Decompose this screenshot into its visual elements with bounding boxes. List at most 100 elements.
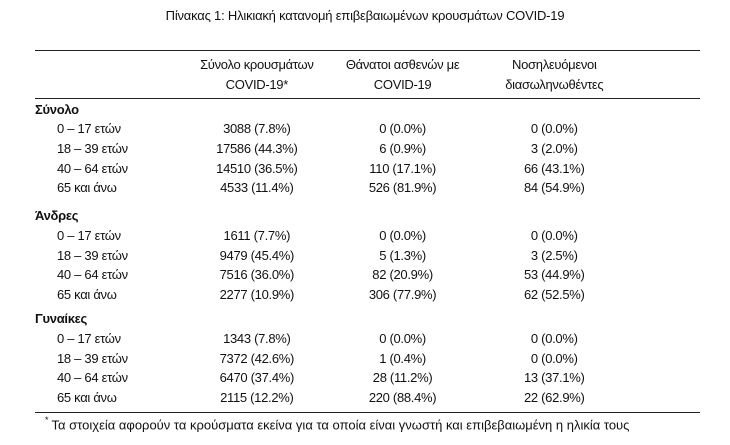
- header-total-cases: Σύνολο κρουσμάτων COVID-19*: [181, 50, 333, 99]
- table-row: 40 – 64 ετών 7516 (36.0%) 82 (20.9%) 53 (44…: [35, 265, 700, 285]
- age-label: 0 – 17 ετών: [57, 121, 121, 137]
- value-cell: 0 (0.0%): [530, 330, 578, 346]
- value-cell: 14510 (36.5%): [216, 160, 298, 176]
- age-label: 0 – 17 ετών: [57, 330, 121, 346]
- group-spacer: [35, 198, 700, 206]
- table-row: 40 – 64 ετών 6470 (37.4%) 28 (11.2%) 13 (37…: [35, 368, 700, 388]
- age-label: 18 – 39 ετών: [57, 350, 128, 366]
- value-cell: 3 (2.0%): [530, 141, 578, 157]
- header-line: Νοσηλευόμενοι: [512, 56, 597, 72]
- table-row: 65 και άνω 2277 (10.9%) 306 (77.9%) 62 (52.…: [35, 285, 700, 305]
- table-row: 0 – 17 ετών 1611 (7.7%) 0 (0.0%) 0 (0.0%): [35, 226, 700, 246]
- header-line: COVID-19: [373, 76, 432, 92]
- table-title: Πίνακας 1: Ηλικιακή κατανομή επιβεβαιωμέ…: [165, 8, 565, 23]
- age-label: 18 – 39 ετών: [57, 247, 128, 263]
- age-label: 40 – 64 ετών: [57, 267, 128, 283]
- value-cell: 82 (20.9%): [372, 267, 433, 283]
- table-row: 0 – 17 ετών 3088 (7.8%) 0 (0.0%) 0 (0.0%): [35, 119, 700, 139]
- spacer-cell: [35, 198, 700, 206]
- table-body: Σύνολο 0 – 17 ετών 3088 (7.8%) 0 (0.0%) 0 (0…: [35, 99, 700, 414]
- empty-cell: [636, 158, 700, 178]
- empty-cell: [636, 368, 700, 388]
- value-cell: 2277 (10.9%): [219, 287, 295, 303]
- empty-cell: [636, 245, 700, 265]
- empty-cell: [636, 285, 700, 305]
- empty-cell: [636, 178, 700, 198]
- value-cell: 0 (0.0%): [530, 121, 578, 137]
- age-label: 40 – 64 ετών: [57, 160, 128, 176]
- group-header-row: Άνδρες: [35, 206, 700, 226]
- value-cell: 66 (43.1%): [523, 160, 585, 176]
- value-cell: 6 (0.9%): [379, 141, 426, 157]
- group-label: Σύνολο: [35, 101, 79, 117]
- age-label: 65 και άνω: [57, 389, 117, 405]
- value-cell: 1 (0.4%): [379, 350, 426, 366]
- value-cell: 0 (0.0%): [379, 330, 426, 346]
- age-label: 65 και άνω: [57, 180, 117, 196]
- empty-cell: [636, 348, 700, 368]
- table-row: 18 – 39 ετών 9479 (45.4%) 5 (1.3%) 3 (2.5%): [35, 245, 700, 265]
- age-label: 65 και άνω: [57, 287, 117, 303]
- age-distribution-table: Σύνολο κρουσμάτων COVID-19* Θάνατοι ασθεν…: [35, 50, 700, 414]
- empty-cell: [636, 329, 700, 349]
- table-row: 40 – 64 ετών 14510 (36.5%) 110 (17.1%) 66 (…: [35, 158, 700, 178]
- value-cell: 7372 (42.6%): [219, 350, 295, 366]
- value-cell: 0 (0.0%): [379, 121, 426, 137]
- header-empty: [35, 50, 182, 99]
- value-cell: 84 (54.9%): [523, 180, 585, 196]
- value-cell: 2115 (12.2%): [220, 389, 294, 405]
- header-deaths: Θάνατοι ασθενών με COVID-19: [332, 50, 474, 99]
- header-line: Θάνατοι ασθενών με: [345, 56, 460, 72]
- age-label: 40 – 64 ετών: [57, 370, 128, 386]
- group-label: Άνδρες: [35, 208, 79, 224]
- value-cell: 9479 (45.4%): [219, 247, 295, 263]
- age-label: 18 – 39 ετών: [57, 141, 128, 157]
- group-header-row: Γυναίκες: [35, 309, 700, 329]
- value-cell: 22 (62.9%): [523, 389, 585, 405]
- empty-cell: [636, 388, 700, 408]
- empty-cell: [636, 139, 700, 159]
- value-cell: 3088 (7.8%): [223, 121, 291, 137]
- value-cell: 4533 (11.4%): [220, 180, 294, 196]
- empty-cell: [636, 265, 700, 285]
- table-row: 18 – 39 ετών 7372 (42.6%) 1 (0.4%) 0 (0.0%): [35, 348, 700, 368]
- table-row: 65 και άνω 4533 (11.4%) 526 (81.9%) 84 (54.…: [35, 178, 700, 198]
- value-cell: 53 (44.9%): [523, 267, 585, 283]
- header-row: Σύνολο κρουσμάτων COVID-19* Θάνατοι ασθεν…: [35, 50, 700, 99]
- value-cell: 3 (2.5%): [530, 247, 578, 263]
- value-cell: 13 (37.1%): [523, 370, 585, 386]
- age-label: 0 – 17 ετών: [57, 228, 121, 244]
- value-cell: 62 (52.5%): [523, 287, 585, 303]
- header-line: διασωληνωθέντες: [505, 76, 604, 92]
- group-header-row: Σύνολο: [35, 99, 700, 120]
- value-cell: 0 (0.0%): [530, 350, 578, 366]
- header-line: COVID-19*: [225, 76, 289, 92]
- value-cell: 220 (88.4%): [368, 389, 437, 405]
- value-cell: 110 (17.1%): [369, 160, 436, 176]
- footnote-text: Τα στοιχεία αφορούν τα κρούσματα εκείνα …: [51, 417, 630, 433]
- footnote-marker: *: [45, 415, 49, 425]
- header-line: Σύνολο κρουσμάτων: [200, 56, 314, 72]
- value-cell: 28 (11.2%): [372, 370, 433, 386]
- table-row: 0 – 17 ετών 1343 (7.8%) 0 (0.0%) 0 (0.0%): [35, 329, 700, 349]
- value-cell: 6470 (37.4%): [219, 370, 295, 386]
- group-label: Γυναίκες: [35, 311, 87, 326]
- table-row: 18 – 39 ετών 17586 (44.3%) 6 (0.9%) 3 (2.0%…: [35, 139, 700, 159]
- value-cell: 306 (77.9%): [368, 287, 437, 303]
- value-cell: 0 (0.0%): [530, 228, 578, 244]
- value-cell: 5 (1.3%): [379, 247, 426, 263]
- value-cell: 1611 (7.7%): [223, 228, 291, 244]
- table-row: 65 και άνω 2115 (12.2%) 220 (88.4%) 22 (62.…: [35, 388, 700, 408]
- header-spacer: [635, 50, 700, 99]
- value-cell: 0 (0.0%): [379, 228, 426, 244]
- value-cell: 7516 (36.0%): [219, 267, 295, 283]
- table-bottom-rule: [35, 407, 700, 414]
- value-cell: 1343 (7.8%): [223, 330, 291, 346]
- value-cell: 17586 (44.3%): [216, 141, 298, 157]
- footnote: * Τα στοιχεία αφορούν τα κρούσματα εκείνα…: [45, 415, 630, 433]
- header-intubated: Νοσηλευόμενοι διασωληνωθέντες: [473, 50, 636, 99]
- value-cell: 526 (81.9%): [368, 180, 437, 196]
- spacer-cell: [35, 407, 700, 414]
- empty-cell: [636, 226, 700, 246]
- empty-cell: [636, 119, 700, 139]
